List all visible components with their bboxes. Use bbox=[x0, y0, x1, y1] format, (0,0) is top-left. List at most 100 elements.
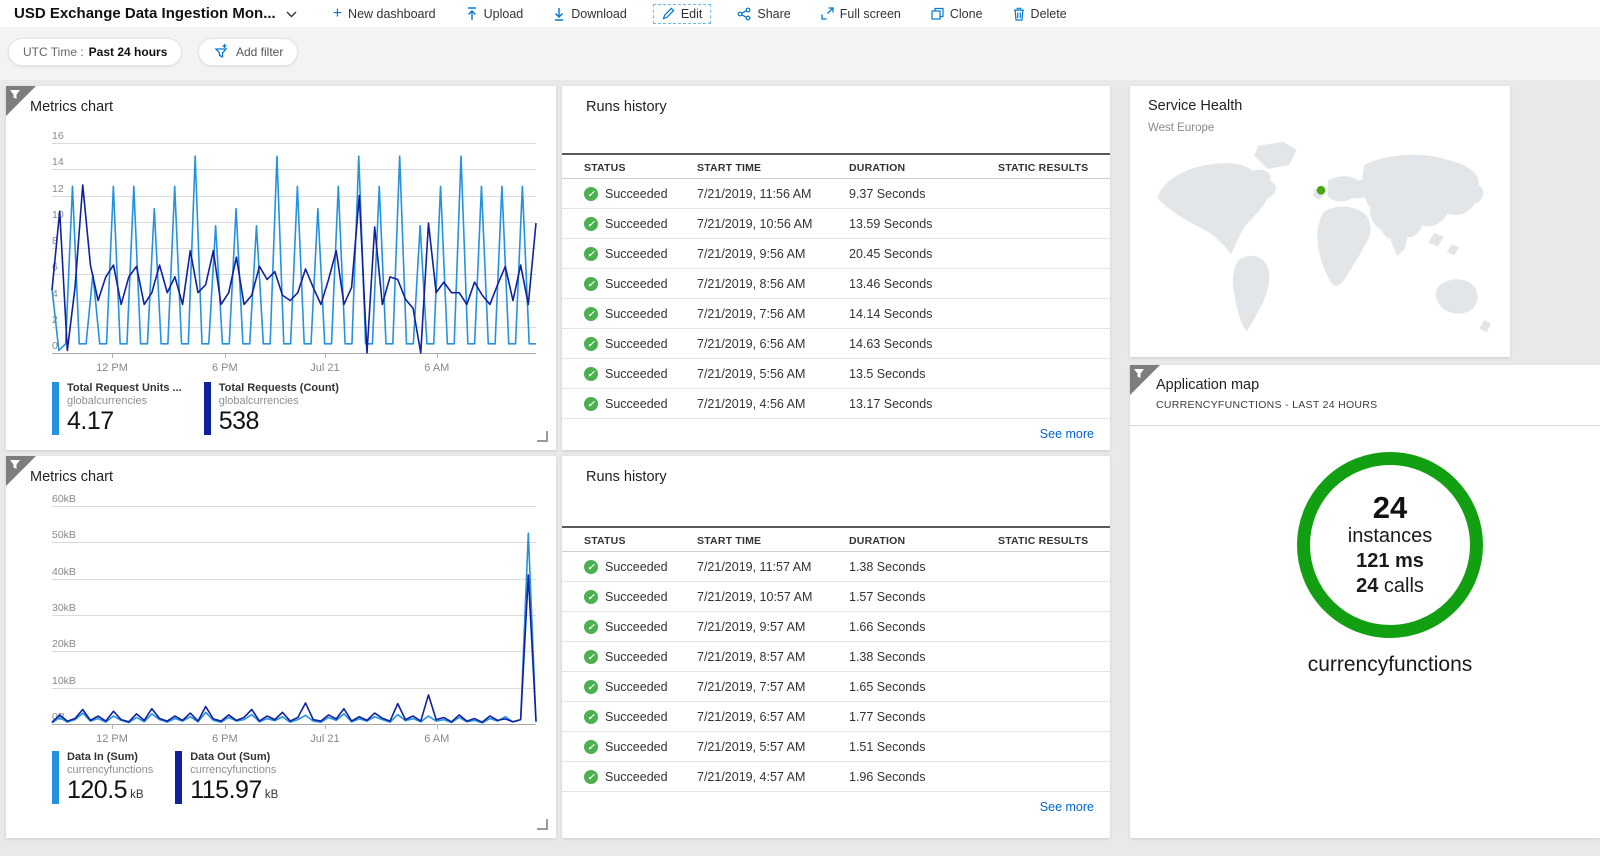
latency-value: 121 ms bbox=[1356, 549, 1424, 572]
table-row[interactable]: Succeeded 7/21/2019, 4:56 AM 13.17 Secon… bbox=[562, 389, 1110, 419]
legend-swatch bbox=[52, 751, 59, 804]
succeeded-icon bbox=[584, 650, 598, 664]
function-node-ring[interactable]: 24 instances 121 ms 24 calls bbox=[1297, 452, 1483, 638]
see-more-link[interactable]: See more bbox=[1039, 427, 1094, 441]
metrics-chart-tile-data[interactable]: Metrics chart 60kB 50kB 40kB 30kB 20kB 10kB 0B… bbox=[6, 456, 556, 838]
region-health-dot bbox=[1316, 185, 1326, 195]
upload-button[interactable]: Upload bbox=[462, 5, 528, 23]
chart-legend: Total Request Units ... globalcurrencies… bbox=[52, 382, 339, 435]
service-health-tile[interactable]: Service Health West Europe bbox=[1130, 86, 1510, 357]
succeeded-icon bbox=[584, 247, 598, 261]
table-row[interactable]: Succeeded 7/21/2019, 9:57 AM 1.66 Second… bbox=[562, 612, 1110, 642]
filter-bar: UTC Time : Past 24 hours Add filter bbox=[0, 27, 1600, 80]
succeeded-icon bbox=[584, 560, 598, 574]
see-more-link[interactable]: See more bbox=[1039, 800, 1094, 814]
table-row[interactable]: Succeeded 7/21/2019, 6:57 AM 1.77 Second… bbox=[562, 702, 1110, 732]
succeeded-icon bbox=[584, 710, 598, 724]
table-row[interactable]: Succeeded 7/21/2019, 4:57 AM 1.96 Second… bbox=[562, 762, 1110, 792]
add-filter-button[interactable]: Add filter bbox=[198, 38, 299, 66]
metrics-chart-tile-requests[interactable]: Metrics chart 16 14 12 10 8 6 4 2 0 12 PM 6 PM Jul … bbox=[6, 86, 556, 450]
legend-item[interactable]: Total Requests (Count) globalcurrencies … bbox=[203, 382, 339, 435]
legend-swatch bbox=[203, 382, 211, 435]
clone-icon bbox=[931, 7, 944, 20]
function-name-label: currencyfunctions bbox=[1307, 653, 1473, 676]
tile-title: Runs history bbox=[586, 469, 667, 485]
download-button[interactable]: Download bbox=[549, 5, 631, 23]
delete-button[interactable]: Delete bbox=[1009, 5, 1071, 23]
application-map-tile[interactable]: Application map CURRENCYFUNCTIONS - LAST… bbox=[1130, 365, 1600, 838]
table-row[interactable]: Succeeded 7/21/2019, 8:56 AM 13.46 Secon… bbox=[562, 269, 1110, 299]
table-row[interactable]: Succeeded 7/21/2019, 11:57 AM 1.38 Secon… bbox=[562, 552, 1110, 582]
table-row[interactable]: Succeeded 7/21/2019, 11:56 AM 9.37 Secon… bbox=[562, 179, 1110, 209]
metrics-chart-plot: 16 14 12 10 8 6 4 2 0 12 PM 6 PM Jul 21 6 AM bbox=[52, 130, 536, 374]
world-map bbox=[1157, 141, 1492, 333]
share-icon bbox=[737, 7, 751, 21]
tile-filter-corner-icon bbox=[6, 456, 36, 486]
divider bbox=[1130, 425, 1600, 426]
dashboard-title: USD Exchange Data Ingestion Mon... bbox=[14, 5, 276, 22]
tile-title: Application map bbox=[1156, 377, 1260, 393]
tile-title: Metrics chart bbox=[30, 99, 113, 115]
table-row[interactable]: Succeeded 7/21/2019, 9:56 AM 20.45 Secon… bbox=[562, 239, 1110, 269]
dashboard-selector-chevron[interactable] bbox=[286, 6, 297, 21]
add-filter-funnel-icon bbox=[213, 43, 229, 62]
upload-icon bbox=[466, 6, 478, 21]
succeeded-icon bbox=[584, 397, 598, 411]
table-header-row: STATUS START TIME DURATION STATIC RESULT… bbox=[562, 526, 1110, 552]
fullscreen-button[interactable]: Full screen bbox=[817, 5, 905, 23]
chevron-down-icon bbox=[286, 6, 297, 21]
edit-button[interactable]: Edit bbox=[652, 3, 712, 24]
table-row[interactable]: Succeeded 7/21/2019, 8:57 AM 1.38 Second… bbox=[562, 642, 1110, 672]
table-row[interactable]: Succeeded 7/21/2019, 10:57 AM 1.57 Secon… bbox=[562, 582, 1110, 612]
tile-resize-handle[interactable] bbox=[537, 819, 548, 830]
succeeded-icon bbox=[584, 337, 598, 351]
succeeded-icon bbox=[584, 590, 598, 604]
pencil-icon bbox=[662, 7, 675, 20]
instances-label: instances bbox=[1347, 524, 1433, 547]
legend-swatch bbox=[175, 751, 183, 804]
share-button[interactable]: Share bbox=[733, 5, 794, 23]
toolbar: USD Exchange Data Ingestion Mon... + New… bbox=[0, 0, 1600, 27]
runs-history-tile-2: Runs history STATUS START TIME DURATION … bbox=[562, 456, 1110, 838]
table-row[interactable]: Succeeded 7/21/2019, 7:57 AM 1.65 Second… bbox=[562, 672, 1110, 702]
plus-icon: + bbox=[332, 4, 343, 22]
legend-item[interactable]: Data In (Sum) currencyfunctions 120.5 kB bbox=[52, 751, 153, 809]
table-row[interactable]: Succeeded 7/21/2019, 5:56 AM 13.5 Second… bbox=[562, 359, 1110, 389]
table-row[interactable]: Succeeded 7/21/2019, 5:57 AM 1.51 Second… bbox=[562, 732, 1110, 762]
tile-resize-handle[interactable] bbox=[537, 431, 548, 442]
instances-count: 24 bbox=[1372, 489, 1408, 525]
legend-item[interactable]: Data Out (Sum) currencyfunctions 115.97 k… bbox=[175, 751, 278, 809]
legend-item[interactable]: Total Request Units ... globalcurrencies… bbox=[52, 382, 182, 435]
tile-title: Service Health bbox=[1148, 98, 1243, 114]
table-row[interactable]: Succeeded 7/21/2019, 6:56 AM 14.63 Secon… bbox=[562, 329, 1110, 359]
legend-swatch bbox=[52, 382, 59, 435]
new-dashboard-button[interactable]: + New dashboard bbox=[329, 5, 440, 23]
succeeded-icon bbox=[584, 277, 598, 291]
calls-value: 24 calls bbox=[1356, 574, 1424, 597]
tile-filter-corner-icon bbox=[1130, 365, 1160, 395]
succeeded-icon bbox=[584, 367, 598, 381]
succeeded-icon bbox=[584, 307, 598, 321]
succeeded-icon bbox=[584, 187, 598, 201]
succeeded-icon bbox=[584, 217, 598, 231]
utc-time-filter-pill[interactable]: UTC Time : Past 24 hours bbox=[8, 38, 183, 66]
tile-filter-corner-icon bbox=[6, 86, 36, 116]
fullscreen-icon bbox=[821, 7, 834, 20]
succeeded-icon bbox=[584, 740, 598, 754]
application-map-subtitle: CURRENCYFUNCTIONS - LAST 24 HOURS bbox=[1156, 399, 1378, 411]
table-header-row: STATUS START TIME DURATION STATIC RESULT… bbox=[562, 153, 1110, 179]
service-health-region: West Europe bbox=[1148, 122, 1215, 134]
table-row[interactable]: Succeeded 7/21/2019, 10:56 AM 13.59 Seco… bbox=[562, 209, 1110, 239]
trash-icon bbox=[1013, 7, 1025, 21]
succeeded-icon bbox=[584, 770, 598, 784]
runs-history-tile-1: Runs history STATUS START TIME DURATION … bbox=[562, 86, 1110, 450]
clone-button[interactable]: Clone bbox=[927, 5, 987, 23]
runs-table: STATUS START TIME DURATION STATIC RESULT… bbox=[562, 153, 1110, 450]
runs-table: STATUS START TIME DURATION STATIC RESULT… bbox=[562, 526, 1110, 823]
tile-title: Metrics chart bbox=[30, 469, 113, 485]
chart-legend: Data In (Sum) currencyfunctions 120.5 kB … bbox=[52, 751, 278, 809]
succeeded-icon bbox=[584, 680, 598, 694]
table-row[interactable]: Succeeded 7/21/2019, 7:56 AM 14.14 Secon… bbox=[562, 299, 1110, 329]
tile-title: Runs history bbox=[586, 99, 667, 115]
download-icon bbox=[553, 7, 565, 21]
